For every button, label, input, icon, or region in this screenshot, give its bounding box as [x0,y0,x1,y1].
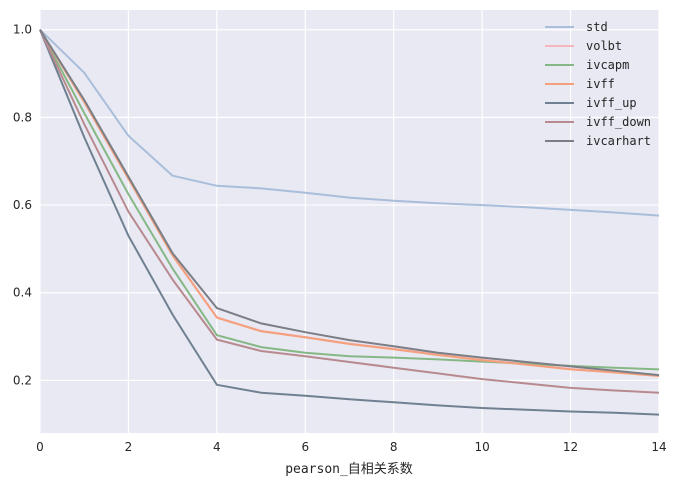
series-line-std [39,28,660,217]
x-tick-label: 6 [301,440,309,454]
series-lines [39,28,660,416]
x-tick-label: 8 [390,440,398,454]
x-tick-label: 10 [475,440,490,454]
x-tick-label: 0 [36,440,44,454]
legend-label-ivff_down: ivff_down [586,115,651,129]
x-axis-label: pearson_自相关系数 [285,462,413,477]
legend-label-ivcapm: ivcapm [586,58,629,72]
series-line-ivff_up [39,29,660,416]
series-line-ivff_down [39,29,660,394]
x-tick-label: 4 [213,440,221,454]
x-tick-label: 12 [563,440,578,454]
x-axis-ticks: 0 2 4 6 8 10 12 14 [36,440,666,454]
y-tick-label: 0.4 [13,286,32,300]
legend-label-std: std [586,20,608,34]
legend-label-volbt: volbt [586,39,622,53]
x-tick-label: 2 [125,440,133,454]
legend-label-ivcarhart: ivcarhart [586,134,651,148]
y-tick-label: 0.2 [13,373,32,387]
legend-label-ivff: ivff [586,77,615,91]
y-tick-label: 0.8 [13,110,32,124]
x-tick-label: 14 [651,440,666,454]
series-line-ivcarhart [39,29,660,377]
series-line-ivff [39,29,660,377]
y-tick-label: 1.0 [13,23,32,37]
y-axis-ticks: 0.2 0.4 0.6 0.8 1.0 [13,23,32,388]
legend: std volbt ivcapm ivff ivff_up ivff_downivcarh… [545,20,651,148]
legend-label-ivff_up: ivff_up [586,96,637,110]
y-tick-label: 0.6 [13,198,32,212]
